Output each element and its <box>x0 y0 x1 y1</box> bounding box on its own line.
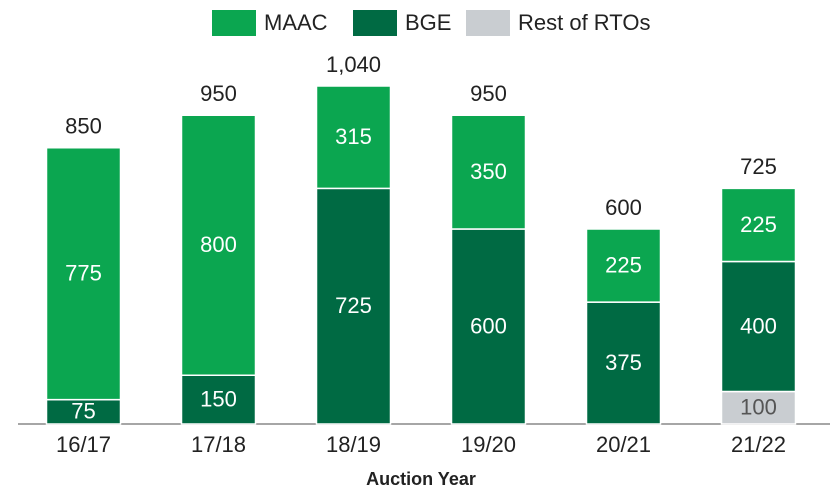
total-label: 950 <box>470 81 507 106</box>
segment-label: 400 <box>740 313 777 338</box>
bar-segment <box>585 301 662 425</box>
bar-segment <box>720 390 797 425</box>
bar-segment <box>45 147 122 401</box>
total-label: 1,040 <box>326 52 381 77</box>
segment-label: 375 <box>605 350 642 375</box>
segment-label: 775 <box>65 261 102 286</box>
x-axis-title: Auction Year <box>366 469 476 489</box>
legend-swatch <box>212 10 256 36</box>
legend-swatch <box>353 10 397 36</box>
total-label: 600 <box>605 195 642 220</box>
segment-label: 225 <box>605 252 642 277</box>
legend-label: MAAC <box>264 10 328 35</box>
x-tick-label: 16/17 <box>56 432 111 457</box>
total-label: 725 <box>740 154 777 179</box>
x-tick-label: 17/18 <box>191 432 246 457</box>
segment-label: 600 <box>470 313 507 338</box>
bar-segment <box>450 114 527 230</box>
legend-label: BGE <box>405 10 451 35</box>
bar-segment <box>180 114 257 376</box>
segment-label: 350 <box>470 159 507 184</box>
bar-segment <box>450 228 527 425</box>
legend-label: Rest of RTOs <box>518 10 650 35</box>
bar-segment <box>315 85 392 190</box>
segment-label: 75 <box>71 399 95 424</box>
total-label: 850 <box>65 114 102 139</box>
segment-label: 225 <box>740 212 777 237</box>
bar-segment <box>45 398 122 425</box>
bar-segment <box>720 260 797 393</box>
x-tick-label: 21/22 <box>731 432 786 457</box>
x-tick-label: 19/20 <box>461 432 516 457</box>
total-label: 950 <box>200 81 237 106</box>
segment-label: 315 <box>335 124 372 149</box>
segment-label: 100 <box>740 395 777 420</box>
segment-label: 725 <box>335 293 372 318</box>
bar-segment <box>720 187 797 263</box>
x-tick-label: 18/19 <box>326 432 381 457</box>
bar-segment <box>585 228 662 303</box>
bar-segment <box>315 187 392 425</box>
segment-label: 800 <box>200 232 237 257</box>
segment-label: 150 <box>200 386 237 411</box>
legend-swatch <box>466 10 510 36</box>
x-tick-label: 20/21 <box>596 432 651 457</box>
